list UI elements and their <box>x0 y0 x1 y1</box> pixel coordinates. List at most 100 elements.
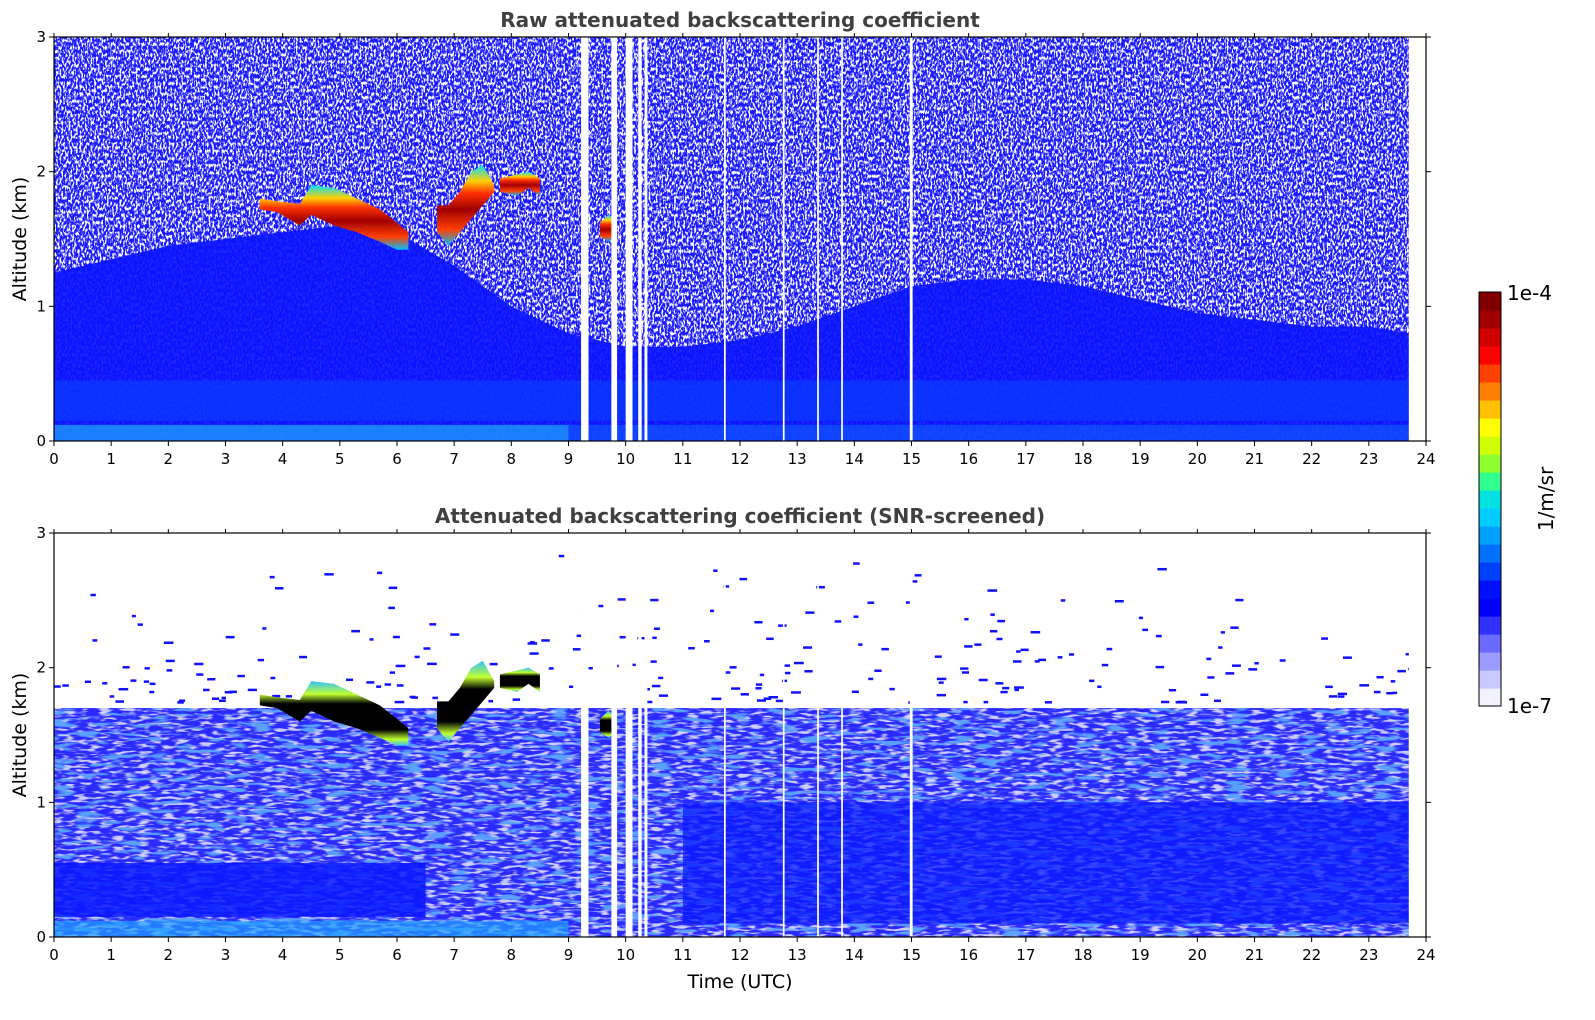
screened-speckle <box>396 684 404 687</box>
screened-speckle <box>389 671 396 674</box>
data-gap-3 <box>625 37 633 441</box>
screened-speckle <box>1230 626 1239 629</box>
screened-speckle <box>997 619 1006 623</box>
colorbar-step <box>1479 490 1501 509</box>
screened-speckle <box>713 569 718 572</box>
screened-speckle <box>1016 650 1021 653</box>
screened-speckle <box>768 695 778 699</box>
x-tick-label: 22 <box>1302 946 1321 964</box>
x-tick-label: 12 <box>730 450 749 468</box>
raw-surface-layer-late <box>568 424 1409 441</box>
colorbar-step <box>1479 472 1501 491</box>
colorbar-step <box>1479 616 1501 635</box>
screened-speckle <box>196 673 204 676</box>
x-tick-label: 22 <box>1302 450 1321 468</box>
y-tick-label: 0 <box>36 928 46 946</box>
y-tick-label: 1 <box>36 297 46 315</box>
screened-speckle <box>803 646 813 649</box>
colorbar-step <box>1479 634 1501 653</box>
screened-speckle <box>853 562 860 565</box>
screened-speckle <box>395 664 406 668</box>
screened-speckle <box>1157 567 1167 571</box>
screened-speckle <box>257 658 265 662</box>
x-tick-label: 7 <box>449 450 459 468</box>
screened-speckle <box>1142 628 1148 632</box>
colorbar-step <box>1479 652 1501 671</box>
raw-backscatter-heatmap <box>54 37 1426 441</box>
x-tick-label: 13 <box>788 450 807 468</box>
screened-speckle <box>218 699 226 703</box>
screened-speckle <box>688 646 695 650</box>
colorbar-max-label: 1e-4 <box>1507 281 1552 305</box>
cloud-1 <box>259 681 409 746</box>
screened-speckle <box>867 601 875 604</box>
data-gap-1 <box>581 533 589 937</box>
screened-speckle <box>109 695 115 698</box>
screened-speckle <box>1225 672 1235 675</box>
y-tick-label: 3 <box>36 524 46 542</box>
x-tick-label: 14 <box>845 946 864 964</box>
x-tick-label: 10 <box>616 450 635 468</box>
data-gap-5 <box>644 533 648 937</box>
cloud-3 <box>499 667 540 692</box>
colorbar-min-label: 1e-7 <box>1507 694 1552 718</box>
screened-speckle <box>1038 658 1047 662</box>
raw-y-axis-label: Altitude (km) <box>9 177 31 302</box>
screened-speckle <box>775 699 784 703</box>
screened-speckle <box>427 662 437 666</box>
screened-speckle <box>224 691 233 694</box>
screened-speckle <box>178 699 186 702</box>
colorbar-step <box>1479 292 1501 311</box>
screened-speckle <box>724 671 731 674</box>
screened-speckle <box>889 687 895 691</box>
y-tick-label: 2 <box>36 659 46 677</box>
screened-speckle <box>131 614 136 618</box>
x-tick-label: 16 <box>959 450 978 468</box>
screened-speckle <box>1279 659 1286 662</box>
screened-speckle <box>637 636 648 640</box>
screened-speckle <box>1392 691 1398 695</box>
screened-backscatter-panel: Attenuated backscattering coefficient (S… <box>9 504 1436 993</box>
screened-speckle <box>1002 686 1010 690</box>
screened-speckle <box>617 598 627 601</box>
screened-speckle <box>1089 679 1095 683</box>
x-tick-label: 23 <box>1359 946 1378 964</box>
screened-speckle <box>1114 599 1124 603</box>
screened-speckle <box>834 620 842 623</box>
x-tick-label: 0 <box>49 450 59 468</box>
screened-speckle <box>274 587 284 590</box>
screened-speckle <box>392 635 400 639</box>
data-gap-9 <box>841 533 843 937</box>
colorbar-step <box>1479 454 1501 473</box>
screened-speckle <box>194 662 204 666</box>
screened-speckle <box>203 688 210 692</box>
screened-speckle <box>1097 685 1102 689</box>
screened-speckle <box>90 593 96 597</box>
screened-speckle <box>247 688 257 692</box>
screened-speckle <box>754 620 763 624</box>
screened-speckle <box>388 606 396 610</box>
screened-speckle <box>137 623 143 626</box>
screened-speckle <box>1030 630 1041 634</box>
screened-speckle <box>731 687 741 690</box>
x-tick-label: 2 <box>164 946 174 964</box>
screened-speckle <box>102 682 108 685</box>
screened-speckle <box>1106 647 1113 651</box>
screened-speckle <box>489 662 498 666</box>
screened-surface-layer <box>54 920 569 937</box>
screened-speckle <box>645 687 650 691</box>
x-tick-label: 13 <box>788 946 807 964</box>
screened-speckle <box>92 639 98 642</box>
screened-speckle <box>1342 656 1352 659</box>
screened-dense-layer-early <box>54 862 426 917</box>
screened-speckle <box>541 639 550 642</box>
screened-dense-layer-late <box>682 802 1409 924</box>
screened-speckle <box>488 699 494 703</box>
data-gap-7 <box>782 533 785 937</box>
x-tick-label: 14 <box>845 450 864 468</box>
x-tick-label: 12 <box>730 946 749 964</box>
colorbar-step <box>1479 364 1501 383</box>
screened-speckle <box>299 655 307 659</box>
colorbar-step <box>1479 400 1501 419</box>
screened-speckle <box>432 696 438 700</box>
